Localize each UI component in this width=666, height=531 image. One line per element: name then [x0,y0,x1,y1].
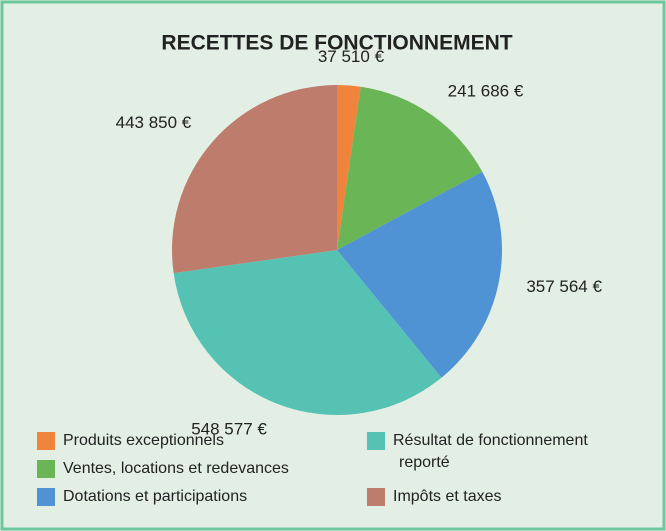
data-label: 443 850 € [116,113,192,132]
legend-swatch [37,460,55,478]
legend-label: Produits exceptionnels [63,432,224,449]
pie-slice [337,171,502,378]
pie-slice [337,86,483,251]
data-label: 357 564 € [526,277,602,296]
legend-label: Résultat de fonctionnement reporté [393,432,588,471]
data-label: 37 510 € [318,47,385,66]
chart-title: RECETTES DE FONCTIONNEMENT [161,32,512,55]
data-label: 241 686 € [448,81,524,100]
pie-slice [173,250,442,415]
legend-label: Dotations et participations [63,488,247,505]
legend-label: Ventes, locations et redevances [63,460,289,477]
pie-slice [337,85,361,250]
legend-swatch [367,432,385,450]
pie-slice [172,85,337,274]
legend-line: Résultat de fonctionnement [393,432,588,449]
legend-swatch [37,432,55,450]
legend-swatch [367,488,385,506]
legend-swatch [37,488,55,506]
legend-line: reporté [399,454,450,471]
legend-label: Impôts et taxes [393,488,502,505]
data-label: 548 577 € [191,419,267,438]
